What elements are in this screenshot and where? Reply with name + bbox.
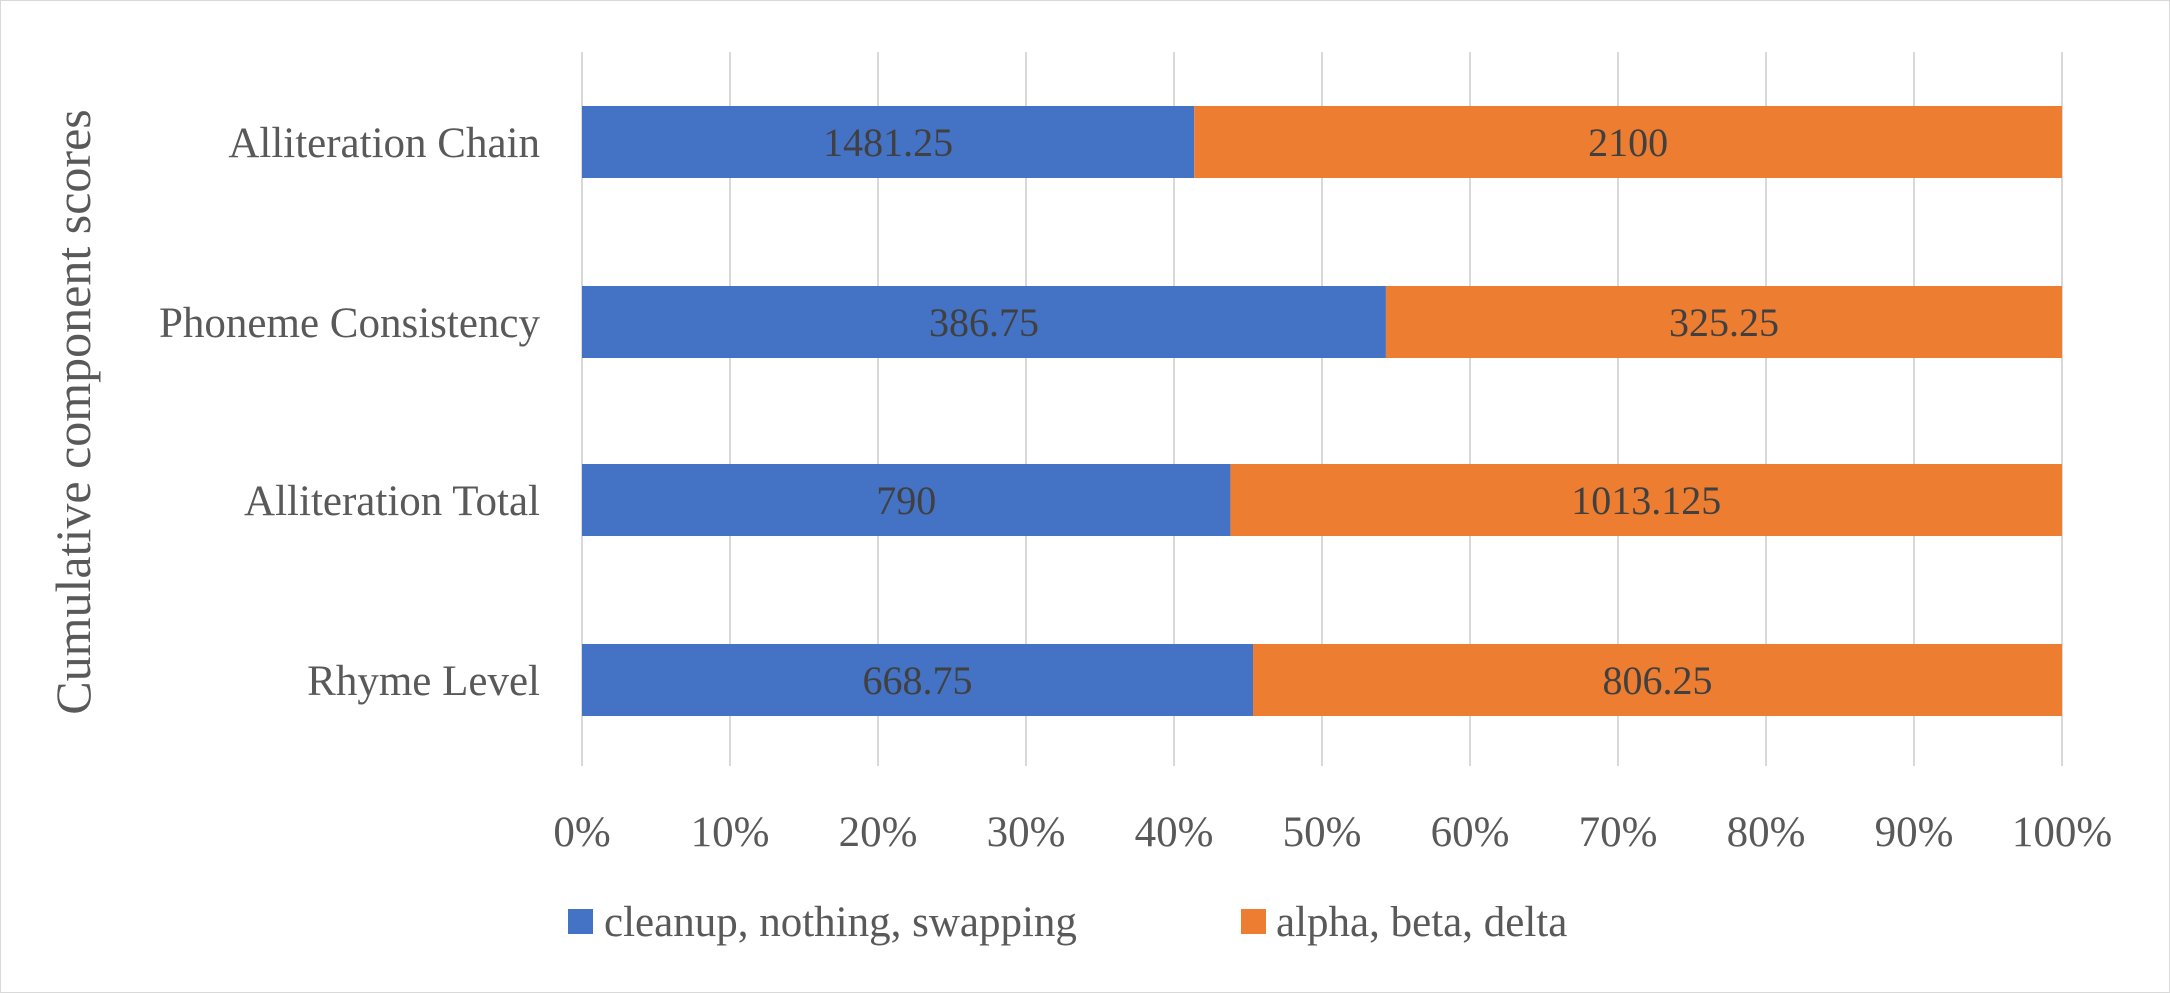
category-label: Alliteration Total xyxy=(244,478,540,525)
x-tick-label: 10% xyxy=(691,809,770,856)
x-tick-label: 70% xyxy=(1579,809,1658,856)
legend-swatch xyxy=(1241,909,1266,934)
data-label: 806.25 xyxy=(1603,658,1713,703)
x-tick-label: 60% xyxy=(1431,809,1510,856)
bar-segment xyxy=(1253,644,2062,716)
bar-segment xyxy=(582,106,1195,178)
data-label: 668.75 xyxy=(863,658,973,703)
bar-segment xyxy=(582,286,1386,358)
x-tick-label: 100% xyxy=(2012,809,2112,856)
bar-segment xyxy=(582,644,1254,716)
x-tick-label: 40% xyxy=(1135,809,1214,856)
data-label: 1013.125 xyxy=(1571,478,1721,523)
data-label: 386.75 xyxy=(929,300,1039,345)
category-label: Rhyme Level xyxy=(307,658,540,705)
data-label: 2100 xyxy=(1588,120,1668,165)
x-tick-label: 50% xyxy=(1283,809,1362,856)
legend: cleanup, nothing, swapping alpha, beta, d… xyxy=(568,899,1567,946)
legend-label: alpha, beta, delta xyxy=(1276,899,1567,946)
data-label: 1481.25 xyxy=(823,120,953,165)
x-tick-labels: 0% 10% 20% 30% 40% 50% 60% 70% 80% 90% 100% xyxy=(553,809,2112,856)
y-axis-title: Cumulative component scores xyxy=(45,109,101,714)
x-tick-label: 90% xyxy=(1875,809,1954,856)
x-tick-label: 30% xyxy=(987,809,1066,856)
legend-label: cleanup, nothing, swapping xyxy=(604,899,1077,946)
legend-swatch xyxy=(568,909,593,934)
bar-segment xyxy=(1194,106,2062,178)
bar-segment xyxy=(582,464,1231,536)
bars xyxy=(582,106,2062,716)
data-label: 790 xyxy=(876,478,936,523)
data-labels: 1481.25 2100 386.75 325.25 790 1013.125 668.75… xyxy=(823,120,1779,703)
data-label: 325.25 xyxy=(1669,300,1779,345)
bar-segment xyxy=(1230,464,2062,536)
bar-segment xyxy=(1385,286,2062,358)
x-tick-label: 20% xyxy=(839,809,918,856)
x-tick-label: 0% xyxy=(553,809,610,856)
x-tick-label: 80% xyxy=(1727,809,1806,856)
category-label: Phoneme Consistency xyxy=(159,300,540,347)
category-label: Alliteration Chain xyxy=(228,120,540,167)
category-labels: Alliteration Chain Phoneme Consistency All… xyxy=(159,120,540,705)
